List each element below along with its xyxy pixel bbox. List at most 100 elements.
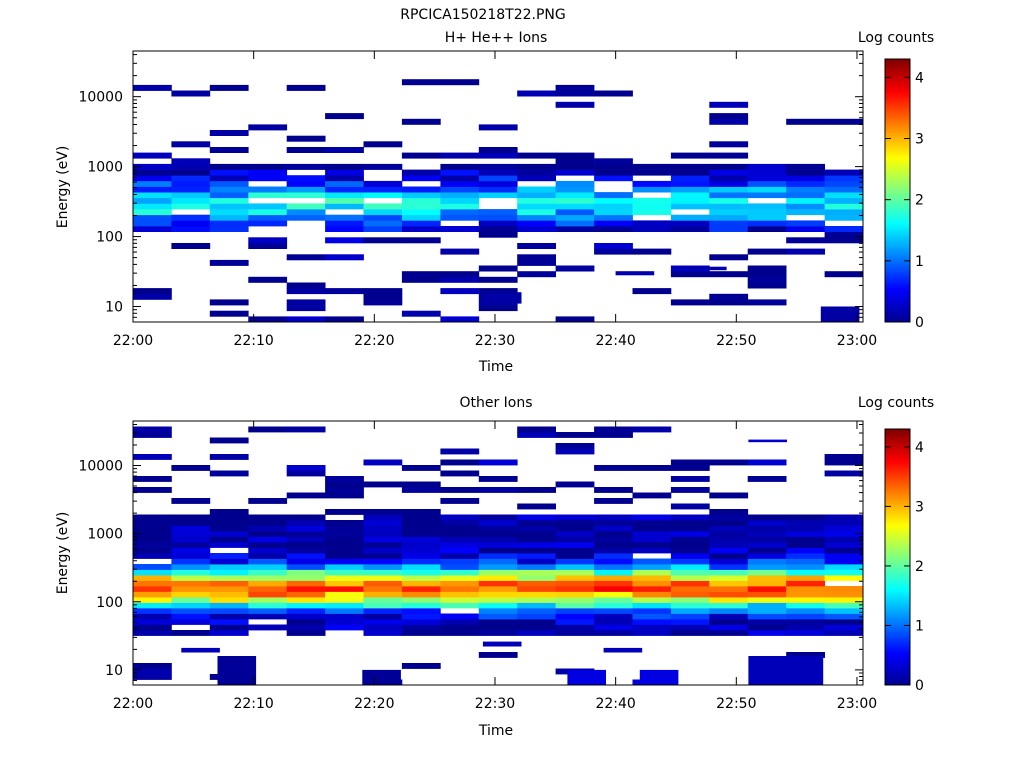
heatmap-cell bbox=[248, 520, 288, 526]
colorbar-swatch bbox=[885, 164, 910, 167]
heatmap-cell bbox=[632, 591, 672, 598]
heatmap-cell bbox=[747, 547, 787, 554]
colorbar-tick-label: 4 bbox=[915, 440, 924, 456]
heatmap-cell bbox=[209, 586, 249, 592]
heatmap-cell bbox=[209, 608, 249, 614]
heatmap-cell bbox=[786, 652, 825, 658]
heatmap-cell bbox=[786, 226, 825, 232]
heatmap-cell bbox=[248, 602, 288, 609]
heatmap-cell bbox=[517, 597, 556, 603]
heatmap-cell bbox=[440, 525, 480, 532]
heatmap-cell bbox=[824, 547, 864, 554]
y-tick-label: 100 bbox=[96, 595, 123, 611]
heatmap-cell bbox=[824, 470, 864, 477]
heatmap-cell bbox=[478, 124, 518, 131]
heatmap-cell bbox=[555, 180, 595, 187]
heatmap-cell bbox=[401, 220, 441, 227]
heatmap-cell bbox=[440, 498, 480, 504]
heatmap-cell bbox=[632, 186, 672, 193]
heatmap-cell bbox=[363, 597, 403, 603]
heatmap-cell bbox=[670, 514, 710, 521]
heatmap-cell bbox=[401, 536, 441, 543]
heatmap-cell bbox=[786, 192, 825, 199]
heatmap-cell bbox=[594, 608, 633, 614]
colorbar-swatch bbox=[885, 638, 910, 641]
heatmap-cell bbox=[747, 520, 787, 526]
heatmap-cell bbox=[747, 514, 787, 521]
heatmap-cell bbox=[286, 426, 326, 433]
heatmap-cell bbox=[133, 569, 172, 576]
colorbar-swatch bbox=[885, 550, 910, 554]
colorbar-swatch bbox=[885, 166, 910, 170]
heatmap-cell bbox=[286, 84, 326, 91]
heatmap-cell bbox=[824, 197, 864, 204]
heatmap-cell bbox=[363, 531, 403, 537]
heatmap-cell bbox=[555, 553, 595, 559]
heatmap-cell bbox=[401, 175, 441, 182]
heatmap-cell bbox=[440, 591, 480, 598]
heatmap-cell bbox=[786, 558, 825, 565]
heatmap-cell bbox=[248, 498, 288, 504]
heatmap-cell bbox=[217, 656, 257, 685]
heatmap-cell bbox=[133, 674, 172, 680]
colorbar-swatch bbox=[885, 216, 910, 220]
heatmap-cell bbox=[747, 619, 787, 625]
heatmap-cell bbox=[824, 454, 864, 460]
colorbar-swatch bbox=[885, 271, 910, 275]
heatmap-cell bbox=[401, 591, 441, 598]
colorbar-swatch bbox=[885, 289, 910, 292]
heatmap-cell bbox=[670, 520, 710, 526]
heatmap-cell bbox=[325, 597, 364, 603]
heatmap-cell bbox=[325, 608, 364, 614]
heatmap-cell bbox=[517, 536, 556, 543]
heatmap-cell bbox=[517, 558, 556, 565]
heatmap-cell bbox=[171, 547, 211, 554]
heatmap-cell bbox=[555, 186, 595, 193]
heatmap-cell bbox=[171, 558, 211, 565]
heatmap-cell bbox=[555, 597, 595, 603]
heatmap-cell bbox=[555, 619, 595, 625]
colorbar-swatch bbox=[885, 433, 910, 436]
colorbar-swatch bbox=[885, 262, 910, 266]
heatmap-cell bbox=[555, 525, 595, 532]
colorbar-swatch bbox=[885, 623, 910, 626]
heatmap-cell bbox=[517, 259, 556, 266]
heatmap-cell bbox=[478, 514, 518, 521]
heatmap-cell bbox=[670, 152, 710, 159]
heatmap-cell bbox=[555, 531, 595, 537]
heatmap-cell bbox=[786, 237, 825, 244]
heatmap-cell bbox=[363, 569, 403, 576]
heatmap-cell bbox=[594, 243, 633, 249]
panel-h-he-ions: H+ He++ Ions Log counts 22:00 22:10 22:20 2… bbox=[55, 30, 934, 375]
heatmap-cell bbox=[670, 536, 710, 543]
heatmap-cell bbox=[555, 432, 595, 438]
heatmap-cell bbox=[325, 220, 364, 227]
colorbar-swatch bbox=[885, 238, 910, 242]
colorbar-swatch bbox=[885, 236, 910, 240]
colorbar-swatch bbox=[885, 284, 910, 288]
heatmap-cell bbox=[171, 569, 211, 576]
colorbar-swatch bbox=[885, 493, 910, 496]
colorbar-swatch bbox=[885, 678, 910, 682]
heatmap-cell bbox=[786, 514, 825, 521]
heatmap-cell bbox=[401, 575, 441, 581]
heatmap-cell bbox=[594, 531, 633, 537]
heatmap-cell bbox=[517, 553, 556, 559]
heatmap-cell bbox=[363, 564, 403, 570]
heatmap-cell bbox=[594, 619, 633, 625]
colorbar-tick-label: 1 bbox=[915, 618, 924, 634]
heatmap-cell bbox=[478, 147, 518, 153]
heatmap-cell bbox=[401, 276, 441, 283]
colorbar-swatch bbox=[885, 578, 910, 581]
heatmap-cell bbox=[555, 214, 595, 221]
heatmap-cell bbox=[363, 288, 403, 295]
colorbar-swatch bbox=[885, 131, 910, 135]
heatmap-cell bbox=[133, 175, 172, 182]
heatmap-cell bbox=[440, 276, 480, 283]
colorbar-swatch bbox=[885, 612, 910, 616]
heatmap-cell bbox=[171, 214, 211, 221]
heatmap-cell bbox=[747, 569, 787, 576]
heatmap-cell bbox=[670, 459, 710, 466]
heatmap-cell bbox=[555, 158, 595, 165]
